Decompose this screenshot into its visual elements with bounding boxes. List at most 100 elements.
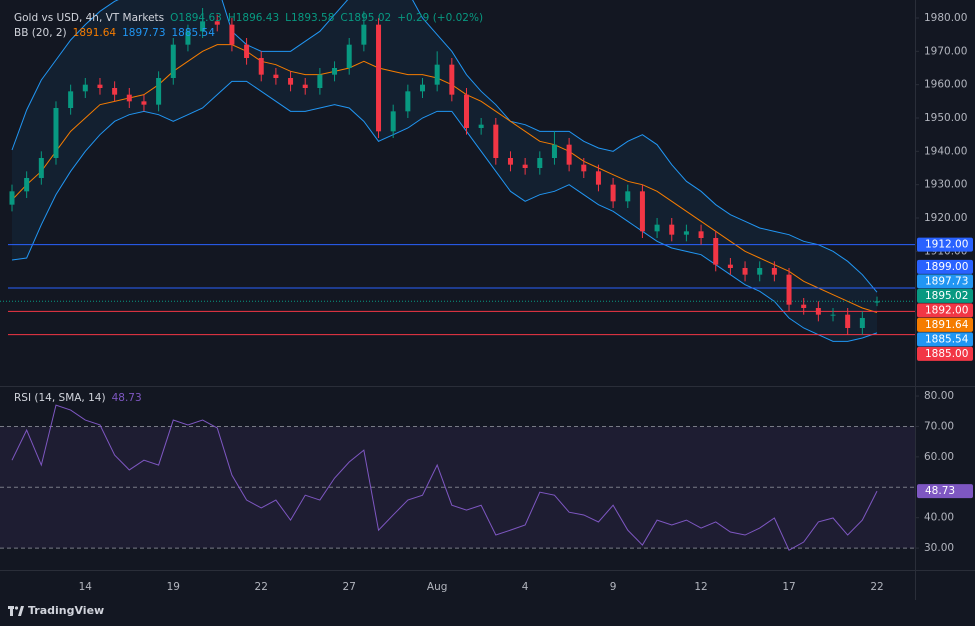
- candle-body: [258, 58, 264, 75]
- candle-body: [68, 91, 74, 108]
- x-tick-label: Aug: [427, 581, 448, 593]
- y-tick-label: 40.00: [924, 512, 954, 524]
- candle-body: [551, 144, 557, 158]
- candle-body: [713, 238, 719, 265]
- candle-body: [214, 21, 220, 25]
- x-tick-label: 19: [167, 581, 180, 593]
- x-tick-label: 9: [610, 581, 617, 593]
- price-legend: Gold vs USD, 4h, VT Markets O1894.63 H18…: [14, 12, 483, 24]
- ohlc-high: H1896.43: [227, 12, 280, 24]
- candle-body: [830, 314, 836, 316]
- bb-title: BB (20, 2): [14, 27, 67, 39]
- candle-body: [273, 74, 279, 78]
- candle-body: [654, 224, 660, 232]
- candle-body: [170, 44, 176, 78]
- symbol-title: Gold vs USD, 4h, VT Markets: [14, 12, 165, 24]
- candle-body: [595, 171, 601, 185]
- y-tick-label: 1970.00: [924, 45, 967, 57]
- candle-body: [126, 94, 132, 102]
- x-tick-label: 22: [255, 581, 268, 593]
- candle-body: [463, 94, 469, 128]
- price-tag-label: 1885.54: [925, 333, 969, 345]
- candle-body: [82, 84, 88, 92]
- bb-upper-value: 1897.73: [122, 27, 166, 39]
- x-tick-label: 14: [79, 581, 93, 593]
- x-tick-label: 22: [870, 581, 883, 593]
- price-tag: [917, 274, 973, 289]
- x-tick-label: 12: [694, 581, 707, 593]
- candle-body: [302, 84, 308, 88]
- candle-body: [786, 274, 792, 305]
- rsi-value: 48.73: [111, 392, 142, 404]
- candle-body: [38, 158, 44, 178]
- bb-legend: BB (20, 2) 1891.64 1897.73 1885.54: [14, 27, 215, 39]
- y-tick-label: 70.00: [924, 420, 954, 432]
- rsi-line: [11, 404, 878, 551]
- ohlc-low: L1893.58: [285, 12, 335, 24]
- y-tick-label: 1920.00: [924, 212, 967, 224]
- candle-body: [346, 44, 352, 68]
- price-tag: [917, 288, 973, 303]
- bb-lower-value: 1885.54: [171, 27, 215, 39]
- candle-body: [405, 91, 411, 112]
- bb-upper: [11, 0, 878, 293]
- candle-body: [742, 268, 748, 275]
- price-tag: [917, 259, 973, 274]
- candle-body: [771, 268, 777, 275]
- candle-body: [566, 144, 572, 165]
- candle-body: [185, 31, 191, 45]
- rsi-legend: RSI (14, SMA, 14) 48.73: [14, 392, 142, 404]
- candle-body: [376, 24, 382, 132]
- candle-body: [683, 231, 689, 235]
- price-tag: [917, 317, 973, 332]
- x-tick-label: 4: [522, 581, 529, 593]
- candle-body: [434, 64, 440, 85]
- change: +0.29 (+0.02%): [397, 12, 484, 24]
- candle-body: [332, 68, 338, 75]
- candle-body: [141, 101, 147, 105]
- y-tick-label: 80.00: [924, 390, 954, 402]
- candle-body: [845, 314, 851, 328]
- candle-body: [493, 124, 499, 158]
- candle-body: [97, 84, 103, 88]
- candle-body: [200, 21, 206, 32]
- y-tick-label: 60.00: [924, 451, 954, 463]
- price-tag: [917, 332, 973, 347]
- candle-body: [288, 78, 294, 85]
- y-tick-label: 1980.00: [924, 12, 967, 24]
- candle-body: [698, 231, 704, 238]
- candle-body: [478, 124, 484, 128]
- price-tag-label: 1895.02: [925, 290, 968, 302]
- candle-body: [24, 178, 30, 192]
- y-tick-label: 1940.00: [924, 145, 967, 157]
- candle-body: [244, 44, 250, 58]
- price-tag: [917, 346, 973, 361]
- candle-body: [727, 264, 733, 268]
- candle-body: [639, 191, 645, 232]
- candle-body: [53, 108, 59, 158]
- ohlc-close: C1895.02: [340, 12, 392, 24]
- candle-body: [859, 318, 865, 328]
- y-tick-label: 1930.00: [924, 179, 967, 191]
- price-tag-label: 1892.00: [925, 304, 968, 316]
- candle-body: [390, 111, 396, 132]
- candle-body: [229, 24, 235, 45]
- price-tag-label: 1891.64: [925, 319, 969, 331]
- bb-basis-value: 1891.64: [72, 27, 117, 39]
- rsi-title: RSI (14, SMA, 14): [14, 392, 106, 404]
- ohlc-open: O1894.63: [170, 12, 222, 24]
- candle-body: [581, 164, 587, 172]
- y-tick-label: 1950.00: [924, 112, 967, 124]
- x-tick-label: 27: [343, 581, 356, 593]
- candle-body: [317, 74, 323, 88]
- brand: TradingView: [8, 604, 104, 617]
- candle-body: [449, 64, 455, 95]
- candle-body: [801, 304, 807, 308]
- price-tag-label: 1899.00: [925, 261, 968, 273]
- price-tag: [917, 237, 973, 252]
- price-tag-label: 1897.73: [925, 275, 968, 287]
- candle-body: [156, 78, 162, 105]
- candle-body: [815, 308, 821, 315]
